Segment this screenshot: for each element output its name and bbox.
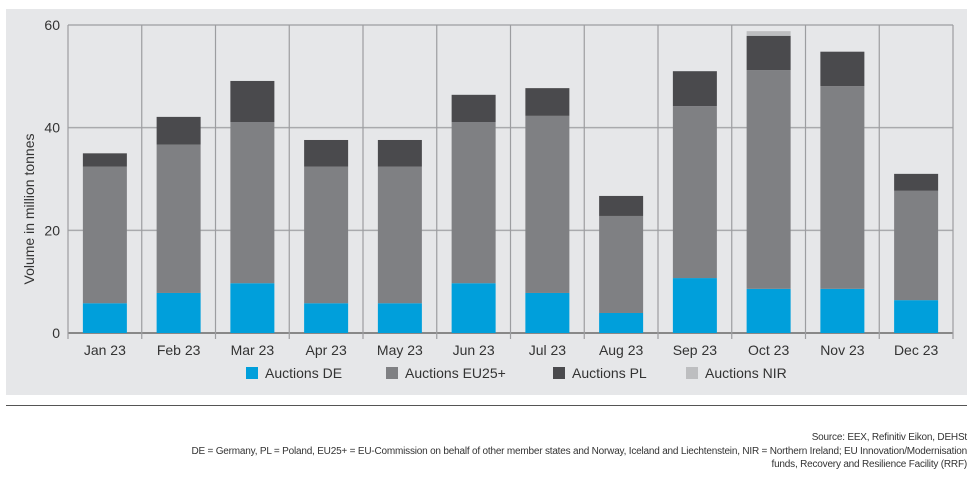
x-tick-label: Jul 23	[529, 342, 567, 358]
bar-segment-auctions-de	[746, 288, 791, 333]
bar-segment-auctions-eu25-	[304, 166, 349, 304]
legend-label: Auctions PL	[572, 365, 647, 381]
x-tick-label: Dec 23	[894, 342, 939, 358]
bar-segment-auctions-eu25-	[230, 122, 275, 284]
x-tick-label: Aug 23	[599, 342, 644, 358]
bar-segment-auctions-de	[525, 292, 570, 333]
bar-segment-auctions-de	[230, 283, 275, 333]
bar-segment-auctions-pl	[304, 139, 349, 167]
bar-segment-auctions-eu25-	[894, 190, 939, 301]
bar-segment-auctions-eu25-	[672, 106, 717, 279]
legend-swatch	[246, 367, 258, 379]
y-tick-label: 20	[44, 222, 60, 238]
bar-segment-auctions-de	[304, 303, 349, 333]
bar-segment-auctions-eu25-	[156, 144, 201, 293]
y-tick-label: 0	[52, 325, 60, 341]
divider	[6, 405, 967, 406]
x-tick-label: Jan 23	[84, 342, 126, 358]
bar-segment-auctions-pl	[377, 139, 422, 167]
bar-segment-auctions-pl	[451, 94, 496, 123]
x-tick-label: Feb 23	[157, 342, 201, 358]
bar-segment-auctions-pl	[672, 71, 717, 107]
bar-segment-auctions-de	[894, 300, 939, 333]
legend-swatch	[686, 367, 698, 379]
bar-segment-auctions-de	[599, 312, 644, 333]
bar-segment-auctions-de	[156, 292, 201, 333]
bar-segment-auctions-nir	[746, 31, 791, 36]
legend-label: Auctions NIR	[705, 365, 787, 381]
stacked-bar-chart: 0 20 40 60 Jan 23 Feb 23 Mar 23 Apr 23 May 23 Jun…	[21, 17, 954, 381]
bar-segment-auctions-de	[672, 278, 717, 333]
bar-segment-auctions-pl	[599, 195, 644, 216]
x-tick-label: Oct 23	[748, 342, 789, 358]
legend-swatch	[553, 367, 565, 379]
legend-label: Auctions EU25+	[405, 365, 506, 381]
y-axis-label: Volume in million tonnes	[21, 134, 37, 285]
bar-segment-auctions-de	[377, 303, 422, 333]
abbreviation-note-cont: funds, Recovery and Resilience Facility …	[771, 459, 967, 470]
abbreviation-note: DE = Germany, PL = Poland, EU25+ = EU-Co…	[191, 446, 967, 457]
bar-segment-auctions-pl	[894, 173, 939, 191]
bar-segment-auctions-eu25-	[377, 166, 422, 304]
bar-segment-auctions-eu25-	[746, 70, 791, 289]
bar-segment-auctions-pl	[746, 35, 791, 71]
bar-segment-auctions-eu25-	[451, 122, 496, 284]
bar-segment-auctions-pl	[230, 80, 275, 123]
x-tick-label: Sep 23	[673, 342, 718, 358]
y-tick-label: 60	[44, 17, 60, 33]
bar-segment-auctions-pl	[525, 88, 570, 116]
bar-segment-auctions-eu25-	[820, 86, 865, 289]
x-tick-label: Jun 23	[453, 342, 495, 358]
source-note: Source: EEX, Refinitiv Eikon, DEHSt	[811, 432, 967, 443]
bar-segment-auctions-pl	[820, 51, 865, 87]
x-tick-label: May 23	[377, 342, 423, 358]
y-tick-label: 40	[44, 120, 60, 136]
x-tick-label: Nov 23	[820, 342, 865, 358]
bar-segment-auctions-eu25-	[525, 115, 570, 293]
bar-segment-auctions-de	[82, 303, 127, 333]
x-tick-label: Apr 23	[306, 342, 347, 358]
bar-segment-auctions-pl	[82, 153, 127, 167]
bar-segment-auctions-de	[451, 283, 496, 333]
bar-segment-auctions-eu25-	[82, 166, 127, 304]
bar-segment-auctions-pl	[156, 116, 201, 145]
legend-swatch	[386, 367, 398, 379]
bar-segment-auctions-de	[820, 288, 865, 333]
x-tick-label: Mar 23	[231, 342, 275, 358]
legend-label: Auctions DE	[265, 365, 342, 381]
bar-segment-auctions-eu25-	[599, 215, 644, 313]
